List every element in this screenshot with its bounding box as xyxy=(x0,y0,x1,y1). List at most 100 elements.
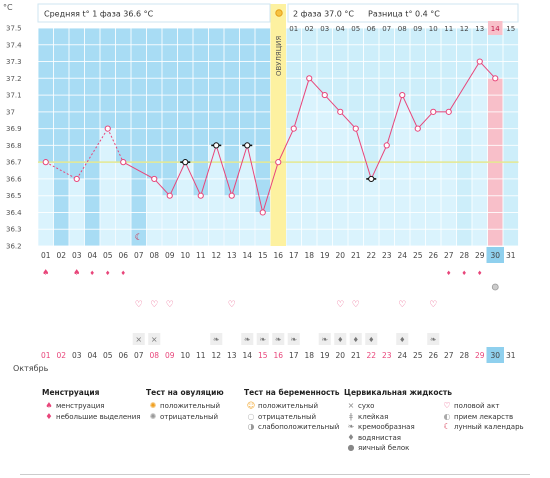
temperature-point[interactable] xyxy=(104,125,111,132)
temperature-point[interactable] xyxy=(166,192,173,199)
temperature-segment xyxy=(370,145,388,180)
phase2-average-label: 2 фаза 37.0 °C xyxy=(293,10,354,19)
temperature-point[interactable] xyxy=(197,192,204,199)
moon-icon: ☾ xyxy=(443,422,451,431)
temperature-segment xyxy=(277,128,295,163)
temperature-point[interactable] xyxy=(151,175,158,183)
temperature-point[interactable] xyxy=(42,159,49,166)
legend-item: ☺ положительный xyxy=(244,401,340,412)
phase2-day-label: 09 xyxy=(413,25,422,33)
x-tick-label: 08 xyxy=(149,251,159,260)
temperature-point[interactable] xyxy=(259,209,266,216)
calendar-date-label: 13 xyxy=(227,351,237,360)
temperature-segment xyxy=(479,61,496,79)
calendar-date-label: 14 xyxy=(242,351,252,360)
heart-icon: ♡ xyxy=(352,300,360,310)
heart-icon: ♡ xyxy=(166,300,174,310)
legend-item: × сухо xyxy=(344,401,452,412)
temperature-point[interactable] xyxy=(120,159,127,166)
heart-icon: ♡ xyxy=(398,300,406,310)
temperature-point[interactable] xyxy=(213,142,220,149)
temperature-point[interactable] xyxy=(306,75,313,82)
temperature-point[interactable] xyxy=(414,125,421,132)
calendar-date-label: 03 xyxy=(72,351,82,360)
phase2-day-label: 05 xyxy=(351,25,360,33)
temperature-bar xyxy=(193,195,208,246)
fluid-cell xyxy=(349,333,362,345)
temperature-point[interactable] xyxy=(368,175,375,183)
creamy-icon: ❧ xyxy=(244,335,251,344)
temperature-point[interactable] xyxy=(290,125,297,132)
temperature-bar xyxy=(472,61,487,247)
today-date-cell[interactable] xyxy=(486,347,505,363)
calendar-date-label: 11 xyxy=(196,351,206,360)
temperature-point[interactable] xyxy=(275,159,282,166)
watery-icon: ♦ xyxy=(353,336,359,344)
sticky-icon: ǂ xyxy=(349,411,353,421)
temperature-bar xyxy=(317,95,332,246)
legend-item: ◐ прием лекарств xyxy=(440,412,524,423)
temperature-point[interactable] xyxy=(352,125,359,132)
calendar-date-label: 02 xyxy=(56,351,66,360)
creamy-icon: ❧ xyxy=(259,335,266,344)
phase2-day-label: 13 xyxy=(475,25,484,33)
moon-icon: ☾ xyxy=(135,233,143,243)
creamy-icon: ❧ xyxy=(290,335,297,344)
ovulation-column[interactable]: ОВУЛЯЦИЯ xyxy=(270,4,287,246)
temperature-segment xyxy=(184,161,202,196)
watery-icon: ♦ xyxy=(368,336,374,344)
x-tick-label: 02 xyxy=(56,251,66,260)
x-tick-label: 14 xyxy=(242,251,252,260)
month-label: Октябрь xyxy=(13,364,49,373)
calendar-date-label: 24 xyxy=(397,351,407,360)
temperature-segment xyxy=(45,161,77,180)
fluid-cell xyxy=(396,333,409,345)
heart-icon: ♡ xyxy=(336,300,344,310)
temperature-point[interactable] xyxy=(244,142,251,149)
legend-item: ● яичный белок xyxy=(344,443,452,454)
x-tick-label: 30 xyxy=(490,251,500,260)
x-tick-label: 12 xyxy=(211,251,221,260)
creamy-icon: ❧ xyxy=(347,422,355,431)
x-tick-label: 29 xyxy=(475,251,485,260)
temperature-point[interactable] xyxy=(321,91,328,99)
temperature-point[interactable] xyxy=(399,91,406,99)
temperature-point[interactable] xyxy=(383,142,390,149)
dry-icon: × xyxy=(151,335,158,344)
phase2-day-label: 07 xyxy=(382,25,391,33)
calendar-date-label: 28 xyxy=(459,351,469,360)
temperature-point[interactable] xyxy=(228,192,235,199)
watery-icon: ♦ xyxy=(337,336,343,344)
temperature-point[interactable] xyxy=(182,159,189,166)
legend-pregnancy-test: Тест на беременность ☺ положительный ○ отр… xyxy=(244,388,340,433)
y-tick-label: 37.2 xyxy=(6,75,22,83)
watery-icon: ♦ xyxy=(399,336,405,344)
phase2-day-label: 12 xyxy=(460,25,469,33)
chart-header: Средняя t° 1 фаза 36.6 °C 2 фаза 37.0 °C… xyxy=(3,3,519,23)
phase2-day-label: 08 xyxy=(398,25,407,33)
temperature-point[interactable] xyxy=(445,108,452,115)
calendar-date-label: 07 xyxy=(134,351,144,360)
ovulation-highlight[interactable] xyxy=(270,4,287,246)
temperature-point[interactable] xyxy=(337,108,344,115)
y-tick-label: 36.9 xyxy=(6,125,22,133)
y-tick-label: 37.5 xyxy=(6,25,22,33)
x-tick-label: 17 xyxy=(289,251,299,260)
fluid-cell xyxy=(334,333,347,345)
heart-icon: ♡ xyxy=(135,300,143,310)
calendar-date-label: 17 xyxy=(289,351,299,360)
calendar-date-label: 31 xyxy=(506,351,516,360)
phase1-average-label: Средняя t° 1 фаза 36.6 °C xyxy=(44,10,154,19)
temperature-bar xyxy=(162,195,177,246)
temperature-point[interactable] xyxy=(476,58,483,65)
y-tick-label: 36.7 xyxy=(6,159,22,167)
x-tick-label: 16 xyxy=(273,251,283,260)
heart-icon: ♡ xyxy=(443,401,451,410)
legend-item: ○ отрицательный xyxy=(244,412,340,423)
temperature-point[interactable] xyxy=(430,108,437,115)
temperature-segment xyxy=(123,161,155,180)
temperature-point[interactable] xyxy=(492,75,499,82)
y-tick-label: 36.4 xyxy=(6,209,22,217)
temperature-point[interactable] xyxy=(73,175,80,183)
today-cycle-cell[interactable] xyxy=(486,247,505,263)
